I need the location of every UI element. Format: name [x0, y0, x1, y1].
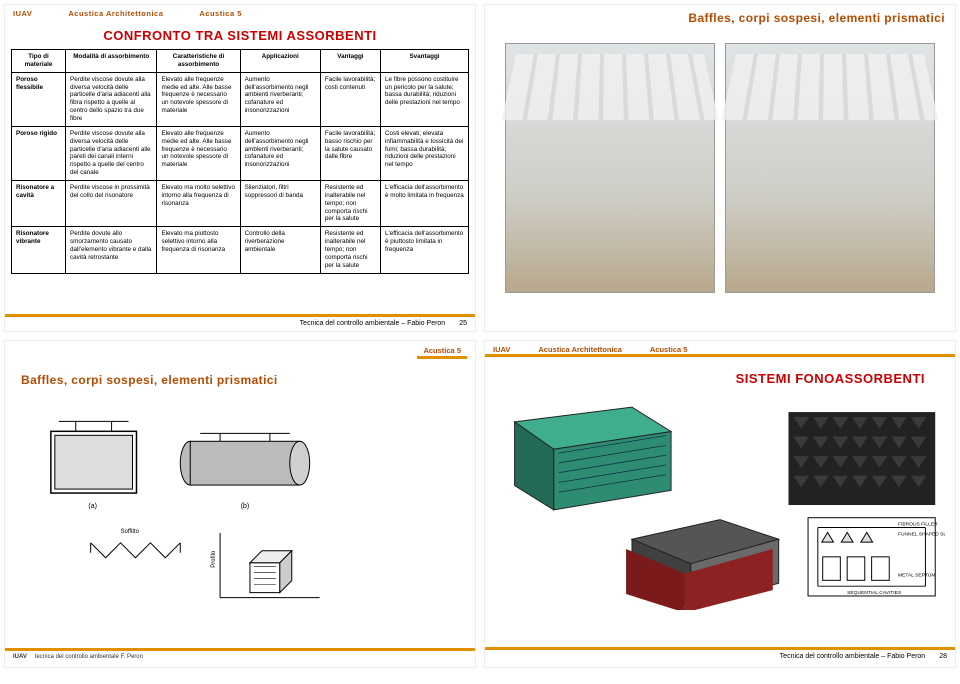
section-diagram: FUNNEL SHAPED SLOT FIBROUS FILLER METAL … [808, 518, 945, 596]
cell: Aumento dell'assorbimento negli ambienti… [240, 126, 320, 180]
photo-row [485, 25, 955, 293]
slide1-title: CONFRONTO TRA SISTEMI ASSORBENTI [5, 20, 475, 49]
slide4-header: IUAV Acustica Architettonica Acustica 5 [485, 341, 955, 357]
cell: Elevato alle frequenze medie ed alte. Al… [157, 126, 240, 180]
label-funnel: FUNNEL SHAPED SLOT [898, 531, 945, 537]
comparison-table: Tipo di materiale Modalità di assorbimen… [11, 49, 469, 274]
label-soffitto: Soffitto [121, 529, 140, 535]
hdr-course: Acustica Architettonica [68, 9, 163, 18]
cell: Aumento dell'assorbimento negli ambienti… [240, 72, 320, 126]
hdr-module: Acustica 5 [650, 345, 688, 354]
baffles-svg: (a) (b) Soffitto [21, 403, 459, 603]
slide3-tab: Acustica 5 [417, 345, 467, 359]
diagram-b: (b) [180, 433, 309, 510]
table-row: Poroso rigido Perdite viscose dovute all… [12, 126, 469, 180]
footer-credit: Tecnica del controllo ambientale – Fabio… [780, 653, 926, 660]
cell: Perdite viscose dovute alla diversa velo… [66, 72, 157, 126]
table-body: Poroso flessibile Perdite viscose dovute… [12, 72, 469, 273]
hdr-iuav: IUAV [13, 9, 32, 18]
slide-baffles-photos: Baffles, corpi sospesi, elementi prismat… [484, 4, 956, 332]
label-cavities: SEQUENTIAL CAVITIES [847, 590, 902, 596]
caption-b: (b) [241, 503, 250, 510]
photo-baffles-room-1 [505, 43, 715, 293]
cell: Costi elevati; elevata infiammabilità e … [381, 126, 469, 180]
col-modalita: Modalità di assorbimento [66, 50, 157, 73]
gallery-area: FUNNEL SHAPED SLOT FIBROUS FILLER METAL … [495, 400, 945, 610]
panel-eggcrate [626, 520, 779, 610]
hdr-iuav: IUAV [493, 345, 510, 354]
hdr-module: Acustica 5 [199, 9, 242, 18]
col-tipo: Tipo di materiale [12, 50, 66, 73]
table-row: Risonatore a cavità Perdite viscose in p… [12, 181, 469, 227]
cell: Perdite dovute allo smorzamento causato … [66, 227, 157, 273]
slide-confronto: IUAV Acustica Architettonica Acustica 5 … [4, 4, 476, 332]
panel-foam-green [515, 407, 672, 510]
label-filler: FIBROUS FILLER [898, 522, 938, 528]
row-label: Poroso flessibile [12, 72, 66, 126]
label-profilo: Profilo [211, 550, 217, 568]
row-label: Poroso rigido [12, 126, 66, 180]
footer-org: IUAV [13, 654, 27, 660]
footer-page: 25 [459, 320, 467, 327]
cell: Facile lavorabilità; basso rischio per l… [320, 126, 380, 180]
row-label: Risonatore a cavità [12, 181, 66, 227]
diagram-area: (a) (b) Soffitto [21, 403, 459, 603]
slide3-footer: IUAV tecnica del controllo ambientale F.… [5, 648, 475, 663]
slide1-header: IUAV Acustica Architettonica Acustica 5 [5, 5, 475, 20]
slide-sistemi: IUAV Acustica Architettonica Acustica 5 … [484, 340, 956, 668]
table-header-row: Tipo di materiale Modalità di assorbimen… [12, 50, 469, 73]
panel-anechoic [788, 412, 935, 505]
cell: L'efficacia dell'assorbimento è piuttost… [381, 227, 469, 273]
cell: Resistente ed inalterabile nel tempo; no… [320, 181, 380, 227]
diagram-lower: Soffitto Profilo [91, 529, 320, 598]
diagram-a: (a) [51, 421, 137, 510]
slide3-topbar: Acustica 5 [5, 341, 475, 363]
caption-a: (a) [88, 503, 97, 510]
comparison-table-wrap: Tipo di materiale Modalità di assorbimen… [5, 49, 475, 274]
col-caratteristiche: Caratteristiche di assorbimento [157, 50, 240, 73]
col-vantaggi: Vantaggi [320, 50, 380, 73]
footer-credit: Tecnica del controllo ambientale – Fabio… [300, 320, 446, 327]
footer-credit: tecnica del controllo ambientale F. Pero… [35, 654, 143, 660]
gallery-svg: FUNNEL SHAPED SLOT FIBROUS FILLER METAL … [495, 400, 945, 610]
photo-baffles-room-2 [725, 43, 935, 293]
row-label: Risonatore vibrante [12, 227, 66, 273]
cell: Perdite viscose in prossimità del collo … [66, 181, 157, 227]
cell: Resistente ed inalterabile nel tempo; no… [320, 227, 380, 273]
slide2-title: Baffles, corpi sospesi, elementi prismat… [485, 5, 955, 25]
col-applicazioni: Applicazioni [240, 50, 320, 73]
cell: L'efficacia dell'assorbimento è molto li… [381, 181, 469, 227]
slide-baffles-diagram: Acustica 5 Baffles, corpi sospesi, eleme… [4, 340, 476, 668]
slide4-footer: Tecnica del controllo ambientale – Fabio… [485, 647, 955, 663]
cell: Le fibre possono costituire un pericolo … [381, 72, 469, 126]
cell: Perdite viscose dovute alla diversa velo… [66, 126, 157, 180]
cell: Elevato alle frequenze medie ed alte. Al… [157, 72, 240, 126]
label-septum: METAL SEPTUM [898, 572, 935, 578]
table-row: Risonatore vibrante Perdite dovute allo … [12, 227, 469, 273]
table-row: Poroso flessibile Perdite viscose dovute… [12, 72, 469, 126]
slide4-title: SISTEMI FONOASSORBENTI [485, 357, 955, 392]
cell: Controllo della riverberazione ambiental… [240, 227, 320, 273]
hdr-course: Acustica Architettonica [538, 345, 622, 354]
cell: Elevato ma molto selettivo intorno alla … [157, 181, 240, 227]
col-svantaggi: Svantaggi [381, 50, 469, 73]
slide1-footer: Tecnica del controllo ambientale – Fabio… [5, 314, 475, 327]
cell: Silenziatori, filtri soppressori di band… [240, 181, 320, 227]
cell: Facile lavorabilità; costi contenuti [320, 72, 380, 126]
footer-page: 28 [939, 653, 947, 660]
slide3-title: Baffles, corpi sospesi, elementi prismat… [5, 363, 475, 397]
cell: Elevato ma piuttosto selettivo intorno a… [157, 227, 240, 273]
